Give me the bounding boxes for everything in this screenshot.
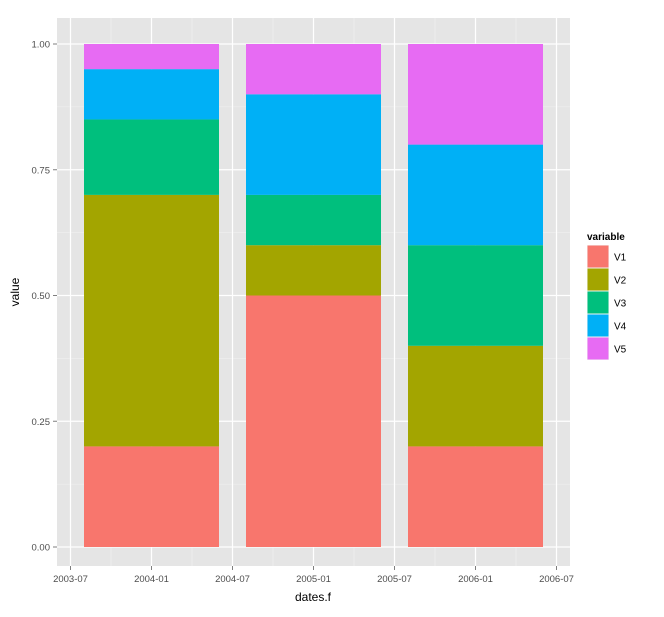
x-tick-label: 2004-07 bbox=[215, 574, 250, 585]
x-tick-label: 2005-07 bbox=[377, 574, 412, 585]
bar-segment-v1-2 bbox=[246, 295, 381, 547]
y-tick-label: 0.75 bbox=[32, 165, 51, 176]
bar-segment-v2-3 bbox=[408, 345, 543, 447]
x-axis: 2003-07 2004-01 2004-07 2005-01 2005-07 2006-… bbox=[53, 566, 574, 585]
x-tick-label: 2006-01 bbox=[458, 574, 493, 585]
x-tick-label: 2005-01 bbox=[296, 574, 331, 585]
bar-segment-v4-3 bbox=[408, 144, 543, 246]
y-axis: 0.00 0.25 0.50 0.75 1.00 bbox=[32, 40, 57, 554]
legend-label-v5: V5 bbox=[614, 345, 627, 356]
legend-label-v2: V2 bbox=[614, 276, 627, 287]
x-axis-title: dates.f bbox=[295, 590, 332, 604]
y-tick-label: 0.50 bbox=[32, 291, 51, 302]
legend-label-v1: V1 bbox=[614, 253, 627, 264]
x-tick-label: 2003-07 bbox=[53, 574, 88, 585]
bar-segment-v4-1 bbox=[84, 69, 219, 120]
bar-segment-v5-3 bbox=[408, 44, 543, 145]
bar-segment-v3-1 bbox=[84, 119, 219, 195]
x-tick-label: 2004-01 bbox=[134, 574, 169, 585]
bar-segment-v1-3 bbox=[408, 446, 543, 547]
legend-key-v3 bbox=[587, 291, 609, 314]
y-tick-label: 0.00 bbox=[32, 543, 51, 554]
legend: variable V1 V2 V3 V4 V5 bbox=[587, 232, 627, 360]
y-tick-label: 0.25 bbox=[32, 417, 51, 428]
bar-segment-v2-2 bbox=[246, 245, 381, 296]
legend-label-v4: V4 bbox=[614, 322, 627, 333]
legend-label-v3: V3 bbox=[614, 299, 627, 310]
bar-segment-v5-2 bbox=[246, 44, 381, 95]
bar-segment-v5-1 bbox=[84, 44, 219, 70]
bar-segment-v1-1 bbox=[84, 446, 219, 547]
legend-key-v4 bbox=[587, 314, 609, 337]
x-tick-label: 2006-07 bbox=[539, 574, 574, 585]
legend-key-v5 bbox=[587, 337, 609, 360]
y-tick-label: 1.00 bbox=[32, 40, 51, 51]
bar-segment-v3-2 bbox=[246, 194, 381, 246]
bar-segment-v3-3 bbox=[408, 245, 543, 346]
legend-key-v2 bbox=[587, 268, 609, 291]
legend-title: variable bbox=[587, 232, 625, 243]
y-axis-title: value bbox=[8, 277, 22, 306]
bar-segments bbox=[84, 44, 543, 547]
bar-segment-v4-2 bbox=[246, 94, 381, 195]
legend-key-v1 bbox=[587, 245, 609, 268]
bar-segment-v2-1 bbox=[84, 194, 219, 447]
